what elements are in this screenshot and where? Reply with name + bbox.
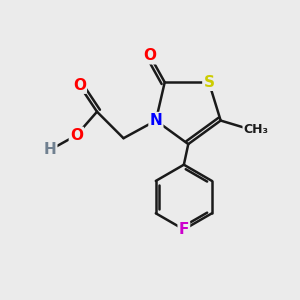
Text: S: S bbox=[203, 75, 214, 90]
Text: H: H bbox=[44, 142, 56, 158]
Text: CH₃: CH₃ bbox=[244, 123, 268, 136]
Text: N: N bbox=[149, 113, 162, 128]
Text: O: O bbox=[143, 48, 157, 63]
Text: F: F bbox=[179, 222, 189, 237]
Text: O: O bbox=[70, 128, 83, 143]
Text: O: O bbox=[73, 78, 86, 93]
